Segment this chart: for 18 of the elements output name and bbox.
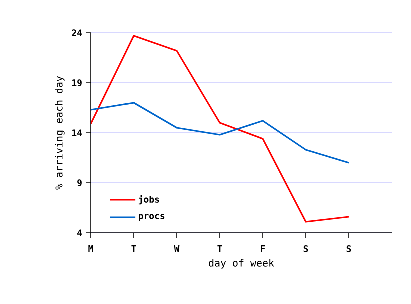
y-tick-label: 19 [72,80,82,86]
x-tick-label: S [346,246,352,252]
y-tick-label: 24 [72,30,82,36]
x-axis-title: day of week [209,259,274,269]
line-series [91,102,350,164]
x-tick-label: F [261,246,266,252]
x-tick-label: S [304,246,308,252]
x-tick-label: T [218,246,222,252]
y-tick-label: 9 [78,180,82,186]
x-tick-label: M [88,246,94,252]
legend-label: jobs [138,196,160,205]
y-tick-label: 4 [78,230,82,236]
line-series [91,35,350,223]
y-tick-label: 14 [72,130,82,136]
x-tick-label: T [132,246,136,252]
y-axis-title: % arriving each day [55,76,65,190]
legend-label: procs [139,214,165,222]
x-tick-label: W [174,246,180,252]
